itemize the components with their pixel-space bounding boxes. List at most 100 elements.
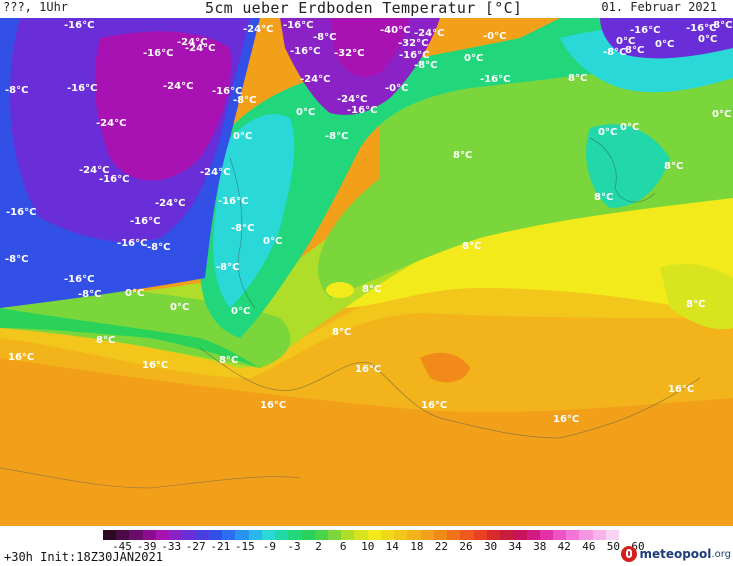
temp-label: 16°C — [668, 384, 694, 395]
scandinavia-cool — [586, 124, 670, 208]
scale-swatch — [566, 530, 580, 540]
temperature-labels: -16°C -24°C -24°C -16°C -8°C -40°C -24°C… — [5, 20, 732, 425]
temp-label: 8°C — [219, 355, 238, 366]
coastal-band — [0, 308, 260, 368]
temp-label: -8°C — [78, 289, 101, 300]
map-canvas: -16°C -24°C -24°C -16°C -8°C -40°C -24°C… — [0, 18, 733, 526]
scale-swatch — [208, 530, 223, 540]
iberia-warm — [420, 352, 470, 383]
scale-tick-label: 34 — [508, 540, 522, 553]
scale-swatch — [433, 530, 448, 540]
temp-label: -16°C — [399, 50, 429, 61]
temp-label: -16°C — [130, 216, 160, 227]
temp-label: 16°C — [260, 400, 286, 411]
scale-swatch — [592, 530, 606, 540]
temp-label: -16°C — [283, 20, 313, 31]
temp-label: -0°C — [385, 83, 408, 94]
temp-label: -32°C — [334, 48, 364, 59]
scale-swatch — [460, 530, 474, 540]
temp-label: -24°C — [163, 81, 193, 92]
temp-label: -16°C — [99, 174, 129, 185]
atlantic-green — [318, 48, 733, 298]
temp-label: -8°C — [5, 254, 28, 265]
scale-swatch — [367, 530, 381, 540]
scale-swatch — [354, 530, 368, 540]
temp-label: 0°C — [125, 288, 144, 299]
temp-label: -8°C — [147, 242, 170, 253]
scale-swatch — [301, 530, 315, 540]
temp-label: 0°C — [620, 122, 639, 133]
scale-swatch — [473, 530, 487, 540]
footer-bar: -45 -39 -33 -27 -21 -15 -9 -3 2 6 10 14 18 22 26 30 34 38… — [0, 526, 733, 566]
temp-label: -8°C — [603, 47, 626, 58]
siberia-cold — [600, 18, 733, 59]
temp-label: 0°C — [170, 302, 189, 313]
scale-swatch — [539, 530, 553, 540]
scale-tick-labels: -45 -39 -33 -27 -21 -15 -9 -3 2 6 10 14 18 22 26 30 34 38… — [100, 540, 645, 553]
scale-swatch — [248, 530, 262, 540]
temp-label: 0°C — [296, 107, 315, 118]
scale-swatch — [341, 530, 355, 540]
scale-swatch — [447, 530, 461, 540]
scale-swatch — [261, 530, 276, 540]
temp-label: 0°C — [616, 36, 635, 47]
scale-tick-label: 18 — [410, 540, 424, 553]
temp-label: -16°C — [117, 238, 147, 249]
temp-label: 16°C — [355, 364, 381, 375]
temp-label: -16°C — [64, 274, 94, 285]
scale-swatch — [500, 530, 514, 540]
temp-band-0-west — [213, 114, 295, 308]
scale-tick-label: 14 — [385, 540, 399, 553]
temp-label: 8°C — [453, 150, 472, 161]
temp-label: 16°C — [8, 352, 34, 363]
scale-swatch — [552, 530, 567, 540]
temp-label: -8°C — [5, 85, 28, 96]
temperature-color-scale — [103, 530, 620, 540]
temp-label: 16°C — [142, 360, 168, 371]
coastline — [199, 347, 701, 439]
brand-name: meteopool — [639, 547, 712, 561]
scale-tick-label: 38 — [533, 540, 547, 553]
brand-tld: .org — [711, 548, 731, 560]
temp-label: 0°C — [698, 34, 717, 45]
map-title: 5cm ueber Erdboden Temperatur [°C] — [205, 0, 523, 17]
scale-swatch — [275, 530, 289, 540]
scale-tick-label: 30 — [483, 540, 498, 553]
temp-label: -24°C — [177, 37, 207, 48]
temp-label: 8°C — [362, 284, 381, 295]
scale-swatch — [579, 530, 593, 540]
scale-swatch — [407, 530, 421, 540]
temp-label: 8°C — [625, 45, 644, 56]
scale-tick-label: -15 — [234, 540, 255, 553]
scale-swatch — [327, 530, 342, 540]
scale-swatch — [235, 530, 249, 540]
temp-label: -16°C — [67, 83, 97, 94]
scale-tick-label: -21 — [210, 540, 231, 553]
scale-swatch — [116, 530, 130, 540]
scale-tick-label: 26 — [459, 540, 473, 553]
scale-swatch — [103, 530, 117, 540]
temp-label: 0°C — [464, 53, 483, 64]
scale-swatch — [142, 530, 156, 540]
temp-label: 0°C — [598, 127, 617, 138]
temp-label: -24°C — [300, 74, 330, 85]
scale-swatch — [155, 530, 170, 540]
scale-tick-label: -27 — [185, 540, 206, 553]
temp-label: -16°C — [64, 20, 94, 31]
init-time-label: +30h Init:18Z30JAN2021 — [4, 550, 163, 564]
temp-label: -24°C — [200, 167, 230, 178]
temp-label: -8°C — [414, 60, 437, 71]
scale-tick-label: -9 — [262, 540, 277, 553]
scale-swatch — [394, 530, 408, 540]
meteopool-logo[interactable]: meteopool .org — [621, 545, 731, 563]
temp-label: 8°C — [664, 161, 683, 172]
scale-swatch — [526, 530, 540, 540]
temp-label: -16°C — [480, 74, 510, 85]
temp-label: -24°C — [243, 24, 273, 35]
scale-tick-label: 10 — [361, 540, 375, 553]
scale-tick-label: 22 — [434, 540, 449, 553]
scale-swatch — [182, 530, 196, 540]
temp-label: 8°C — [568, 73, 587, 84]
map-date: 01. Februar 2021 — [601, 0, 717, 14]
scale-tick-label: 6 — [339, 540, 347, 553]
